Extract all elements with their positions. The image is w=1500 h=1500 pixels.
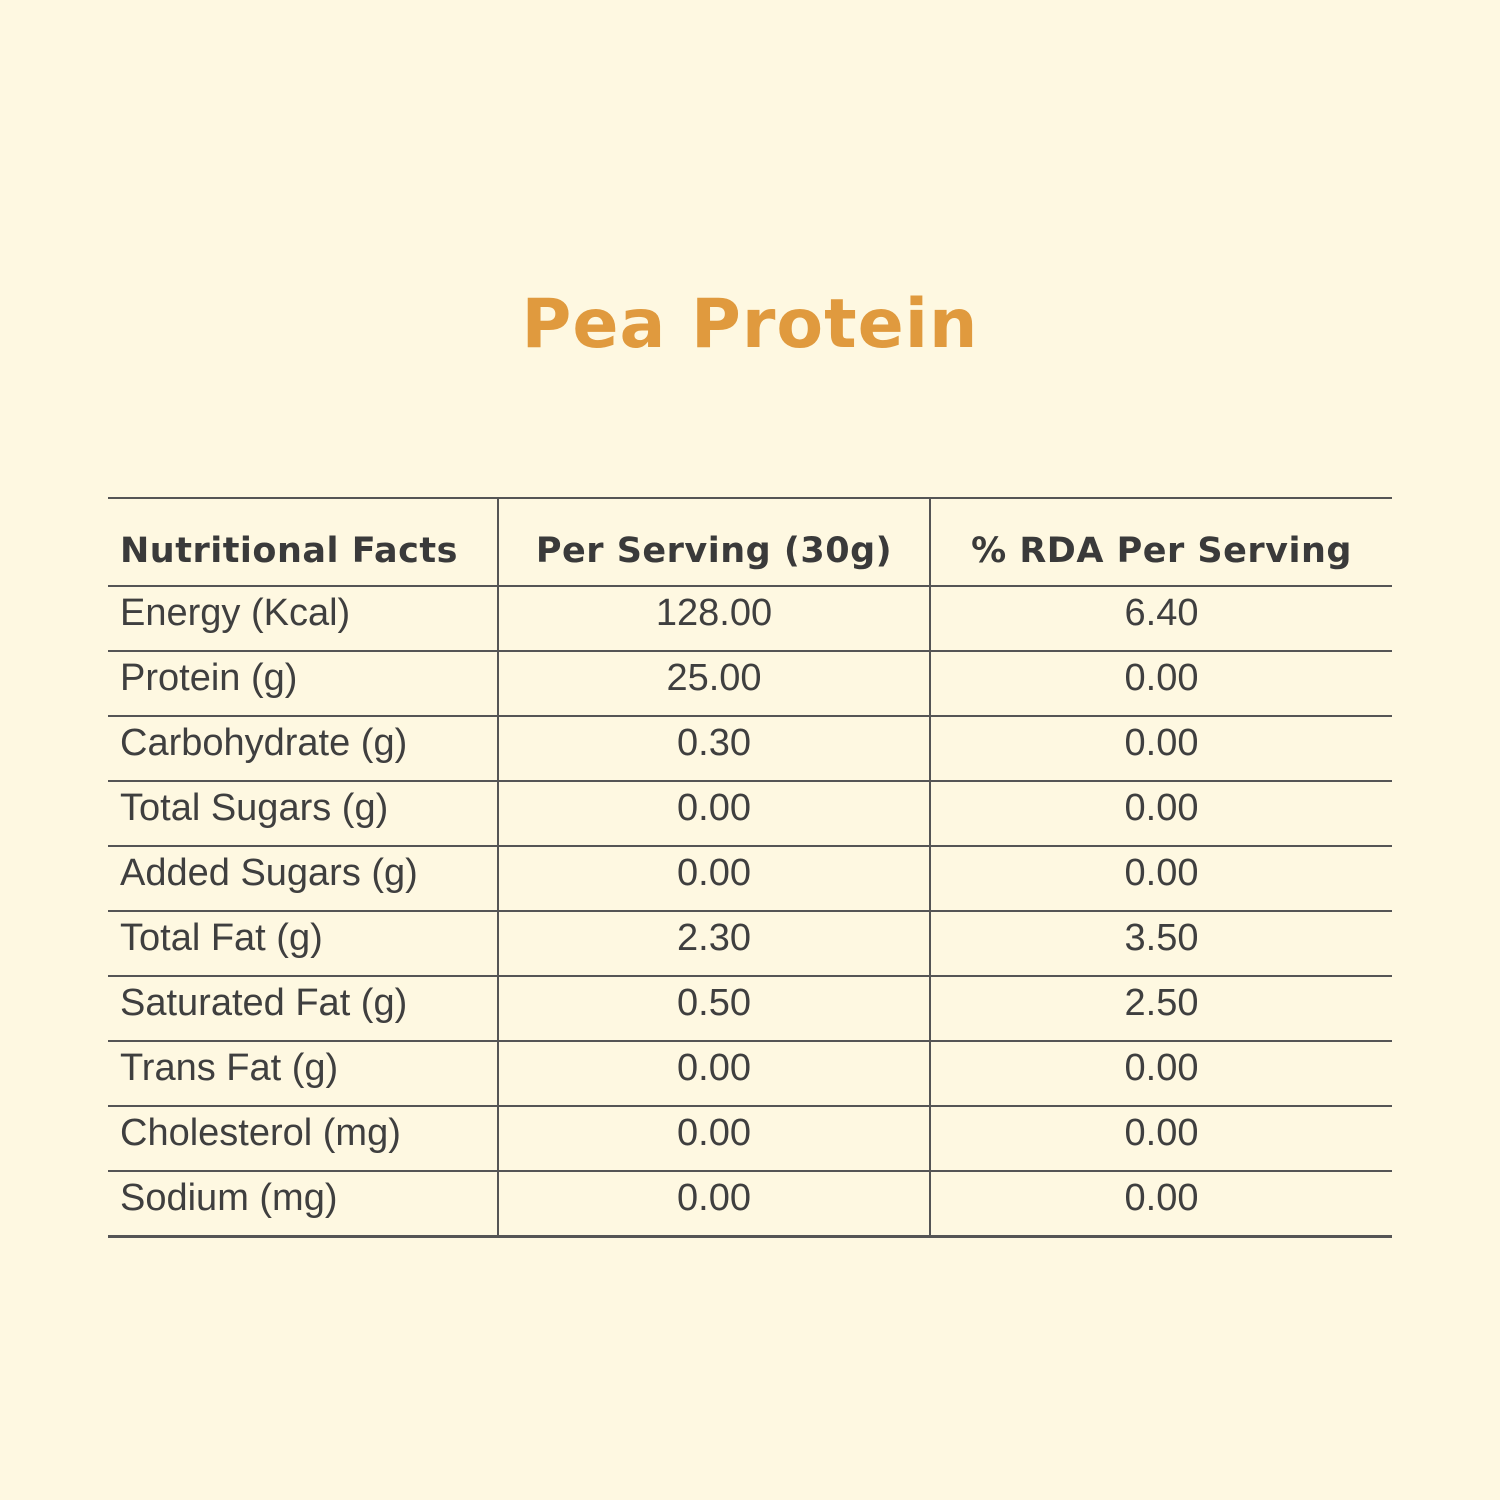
nutrient-name: Cholesterol (mg) <box>108 1106 499 1172</box>
table-header-row: Nutritional Facts Per Serving (30g) % RD… <box>108 498 1392 587</box>
rda-value: 0.00 <box>930 1041 1392 1107</box>
per-serving-value: 0.30 <box>498 716 931 782</box>
table-row: Carbohydrate (g) 0.30 0.00 <box>108 716 1392 782</box>
nutrient-name: Added Sugars (g) <box>108 846 499 912</box>
nutrient-name: Saturated Fat (g) <box>108 976 499 1042</box>
table-row: Added Sugars (g) 0.00 0.00 <box>108 846 1392 912</box>
per-serving-value: 0.00 <box>498 1041 931 1107</box>
rda-value: 0.00 <box>930 716 1392 782</box>
per-serving-value: 0.00 <box>498 1171 931 1238</box>
table-row: Total Fat (g) 2.30 3.50 <box>108 911 1392 977</box>
rda-value: 0.00 <box>930 781 1392 847</box>
column-header-rda: % RDA Per Serving <box>930 498 1392 587</box>
table-row: Sodium (mg) 0.00 0.00 <box>108 1171 1392 1238</box>
rda-value: 0.00 <box>930 1171 1392 1238</box>
table-row: Total Sugars (g) 0.00 0.00 <box>108 781 1392 847</box>
table-row: Saturated Fat (g) 0.50 2.50 <box>108 976 1392 1042</box>
column-header-nutritional-facts: Nutritional Facts <box>108 498 499 587</box>
table-row: Trans Fat (g) 0.00 0.00 <box>108 1041 1392 1107</box>
rda-value: 0.00 <box>930 846 1392 912</box>
table-row: Protein (g) 25.00 0.00 <box>108 651 1392 717</box>
table-row: Cholesterol (mg) 0.00 0.00 <box>108 1106 1392 1172</box>
per-serving-value: 0.50 <box>498 976 931 1042</box>
rda-value: 0.00 <box>930 1106 1392 1172</box>
nutrition-table: Nutritional Facts Per Serving (30g) % RD… <box>108 497 1392 1238</box>
rda-value: 3.50 <box>930 911 1392 977</box>
per-serving-value: 0.00 <box>498 846 931 912</box>
nutrient-name: Protein (g) <box>108 651 499 717</box>
table-row: Energy (Kcal) 128.00 6.40 <box>108 586 1392 652</box>
per-serving-value: 0.00 <box>498 1106 931 1172</box>
nutrient-name: Sodium (mg) <box>108 1171 499 1238</box>
page-title: Pea Protein <box>521 285 979 364</box>
per-serving-value: 0.00 <box>498 781 931 847</box>
per-serving-value: 2.30 <box>498 911 931 977</box>
nutrient-name: Trans Fat (g) <box>108 1041 499 1107</box>
rda-value: 2.50 <box>930 976 1392 1042</box>
per-serving-value: 25.00 <box>498 651 931 717</box>
nutrient-name: Total Sugars (g) <box>108 781 499 847</box>
nutrient-name: Energy (Kcal) <box>108 586 499 652</box>
nutrient-name: Total Fat (g) <box>108 911 499 977</box>
nutrient-name: Carbohydrate (g) <box>108 716 499 782</box>
per-serving-value: 128.00 <box>498 586 931 652</box>
column-header-per-serving: Per Serving (30g) <box>498 498 931 587</box>
rda-value: 0.00 <box>930 651 1392 717</box>
rda-value: 6.40 <box>930 586 1392 652</box>
